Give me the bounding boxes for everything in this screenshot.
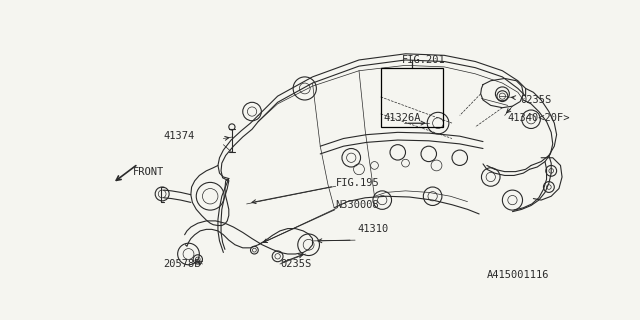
Bar [381,68,443,127]
Text: 41374: 41374 [163,131,195,141]
Text: 20578B: 20578B [164,259,201,269]
Text: A415001116: A415001116 [487,270,550,280]
Text: N330008: N330008 [336,200,380,210]
Text: FIG.195: FIG.195 [336,178,380,188]
Text: FRONT: FRONT [132,167,164,177]
Text: 0235S: 0235S [280,259,311,269]
Text: 41310: 41310 [358,224,388,234]
Text: FIG.201: FIG.201 [402,55,445,65]
Text: 0235S: 0235S [520,95,552,105]
Text: 41340<20F>: 41340<20F> [508,113,570,123]
Text: 41326A: 41326A [384,113,421,123]
